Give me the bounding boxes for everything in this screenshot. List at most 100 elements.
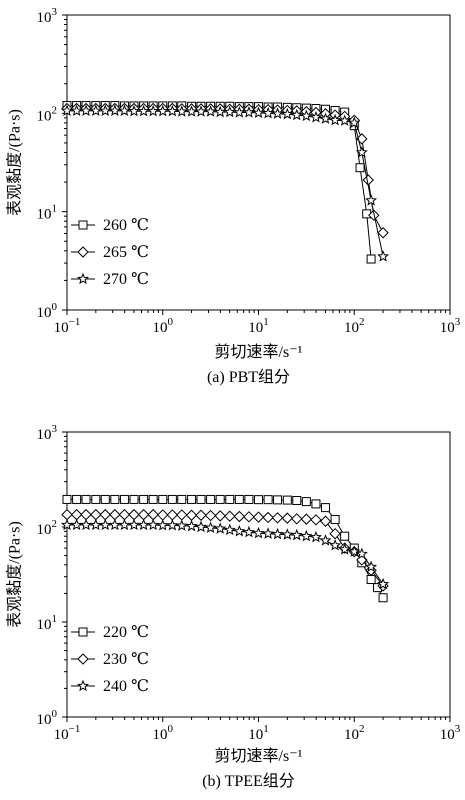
data-point [319, 534, 332, 546]
legend-entry: 265 ℃ [71, 244, 149, 261]
data-point [156, 519, 169, 531]
data-point [300, 109, 313, 122]
data-point [148, 494, 158, 504]
data-point [79, 518, 93, 531]
series-line [67, 524, 384, 585]
data-point [167, 494, 177, 504]
data-point [118, 104, 131, 116]
data-point [81, 494, 91, 504]
data-point [204, 521, 217, 533]
data-point [281, 107, 294, 120]
data-point [128, 508, 140, 521]
data-point [321, 503, 331, 513]
data-point [329, 539, 342, 551]
x-tick-label: 101 [248, 316, 269, 336]
data-point [244, 494, 254, 504]
data-point [300, 513, 313, 525]
legend-marker [77, 653, 89, 665]
data-point [377, 227, 389, 239]
data-point [99, 104, 112, 116]
data-point [187, 494, 197, 504]
legend-label: 220 ℃ [103, 624, 149, 641]
data-point [137, 518, 150, 531]
data-point [319, 515, 332, 527]
chart-panel-b: 10−1 100 101 102 103100101102103剪切速率/s⁻¹表观黏度… [6, 423, 461, 790]
data-point [89, 518, 102, 531]
data-point [166, 509, 179, 521]
data-point [70, 508, 83, 521]
legend-marker [76, 272, 90, 285]
data-point [147, 518, 160, 531]
data-point [365, 560, 378, 573]
x-tick-label: 103 [440, 723, 461, 743]
data-point [91, 494, 101, 504]
x-tick-label: 102 [344, 316, 365, 336]
x-tick-label: 100 [153, 316, 174, 336]
legend-entry: 270 ℃ [71, 271, 149, 288]
series-line [67, 110, 384, 257]
data-point [252, 106, 265, 119]
data-point [329, 527, 341, 540]
data-point [233, 106, 246, 118]
figure-caption: (b) TPEE组分 [202, 772, 295, 790]
x-axis-title: 剪切速率/s⁻¹ [215, 747, 303, 765]
data-point [204, 105, 217, 117]
data-point [137, 508, 150, 521]
data-point [194, 105, 208, 117]
data-point [338, 543, 351, 555]
data-point [330, 514, 340, 524]
data-point [263, 495, 273, 505]
data-point [271, 512, 284, 524]
data-point [366, 254, 376, 264]
data-point [185, 509, 198, 521]
legend-label: 260 ℃ [103, 217, 149, 234]
data-point [99, 508, 111, 521]
data-point [281, 512, 294, 524]
data-point [273, 495, 283, 505]
data-point [127, 518, 141, 531]
data-point [196, 494, 206, 504]
data-point [254, 495, 263, 505]
data-point [262, 511, 274, 524]
x-tick-label: 103 [440, 316, 461, 336]
data-point [61, 508, 73, 521]
data-point [290, 528, 303, 541]
data-point [311, 499, 321, 509]
data-point [291, 513, 303, 525]
data-point [139, 494, 149, 504]
chart-panel-a: 10−1 100 101 102 103100101102103剪切速率/s⁻¹表观黏度… [6, 6, 461, 386]
legend-entry: 240 ℃ [71, 678, 149, 695]
data-point [377, 250, 390, 262]
data-point [110, 494, 120, 504]
data-point [225, 494, 235, 504]
data-point [166, 104, 179, 117]
data-point [195, 509, 207, 521]
x-tick-label: 10−1 [54, 723, 81, 743]
data-point [233, 510, 246, 523]
x-tick-label: 101 [248, 723, 269, 743]
data-point [90, 508, 102, 521]
data-point [108, 518, 121, 531]
data-point [166, 519, 179, 531]
y-tick-label: 101 [37, 613, 58, 633]
series-square [62, 494, 388, 603]
data-point [355, 547, 368, 560]
legend-label: 265 ℃ [103, 244, 149, 261]
series-line [67, 107, 384, 234]
data-point [365, 194, 378, 206]
plot-frame [66, 431, 451, 718]
data-point [338, 114, 351, 126]
legend-marker [78, 220, 88, 230]
data-point [206, 494, 216, 504]
data-point [119, 494, 129, 504]
data-point [319, 112, 332, 124]
series-star [60, 104, 390, 262]
data-point [271, 527, 284, 540]
data-point [214, 522, 227, 534]
data-point [79, 104, 93, 116]
legend-entry: 230 ℃ [71, 651, 149, 668]
data-point [70, 518, 83, 531]
data-point [301, 497, 311, 507]
data-point [60, 104, 74, 116]
